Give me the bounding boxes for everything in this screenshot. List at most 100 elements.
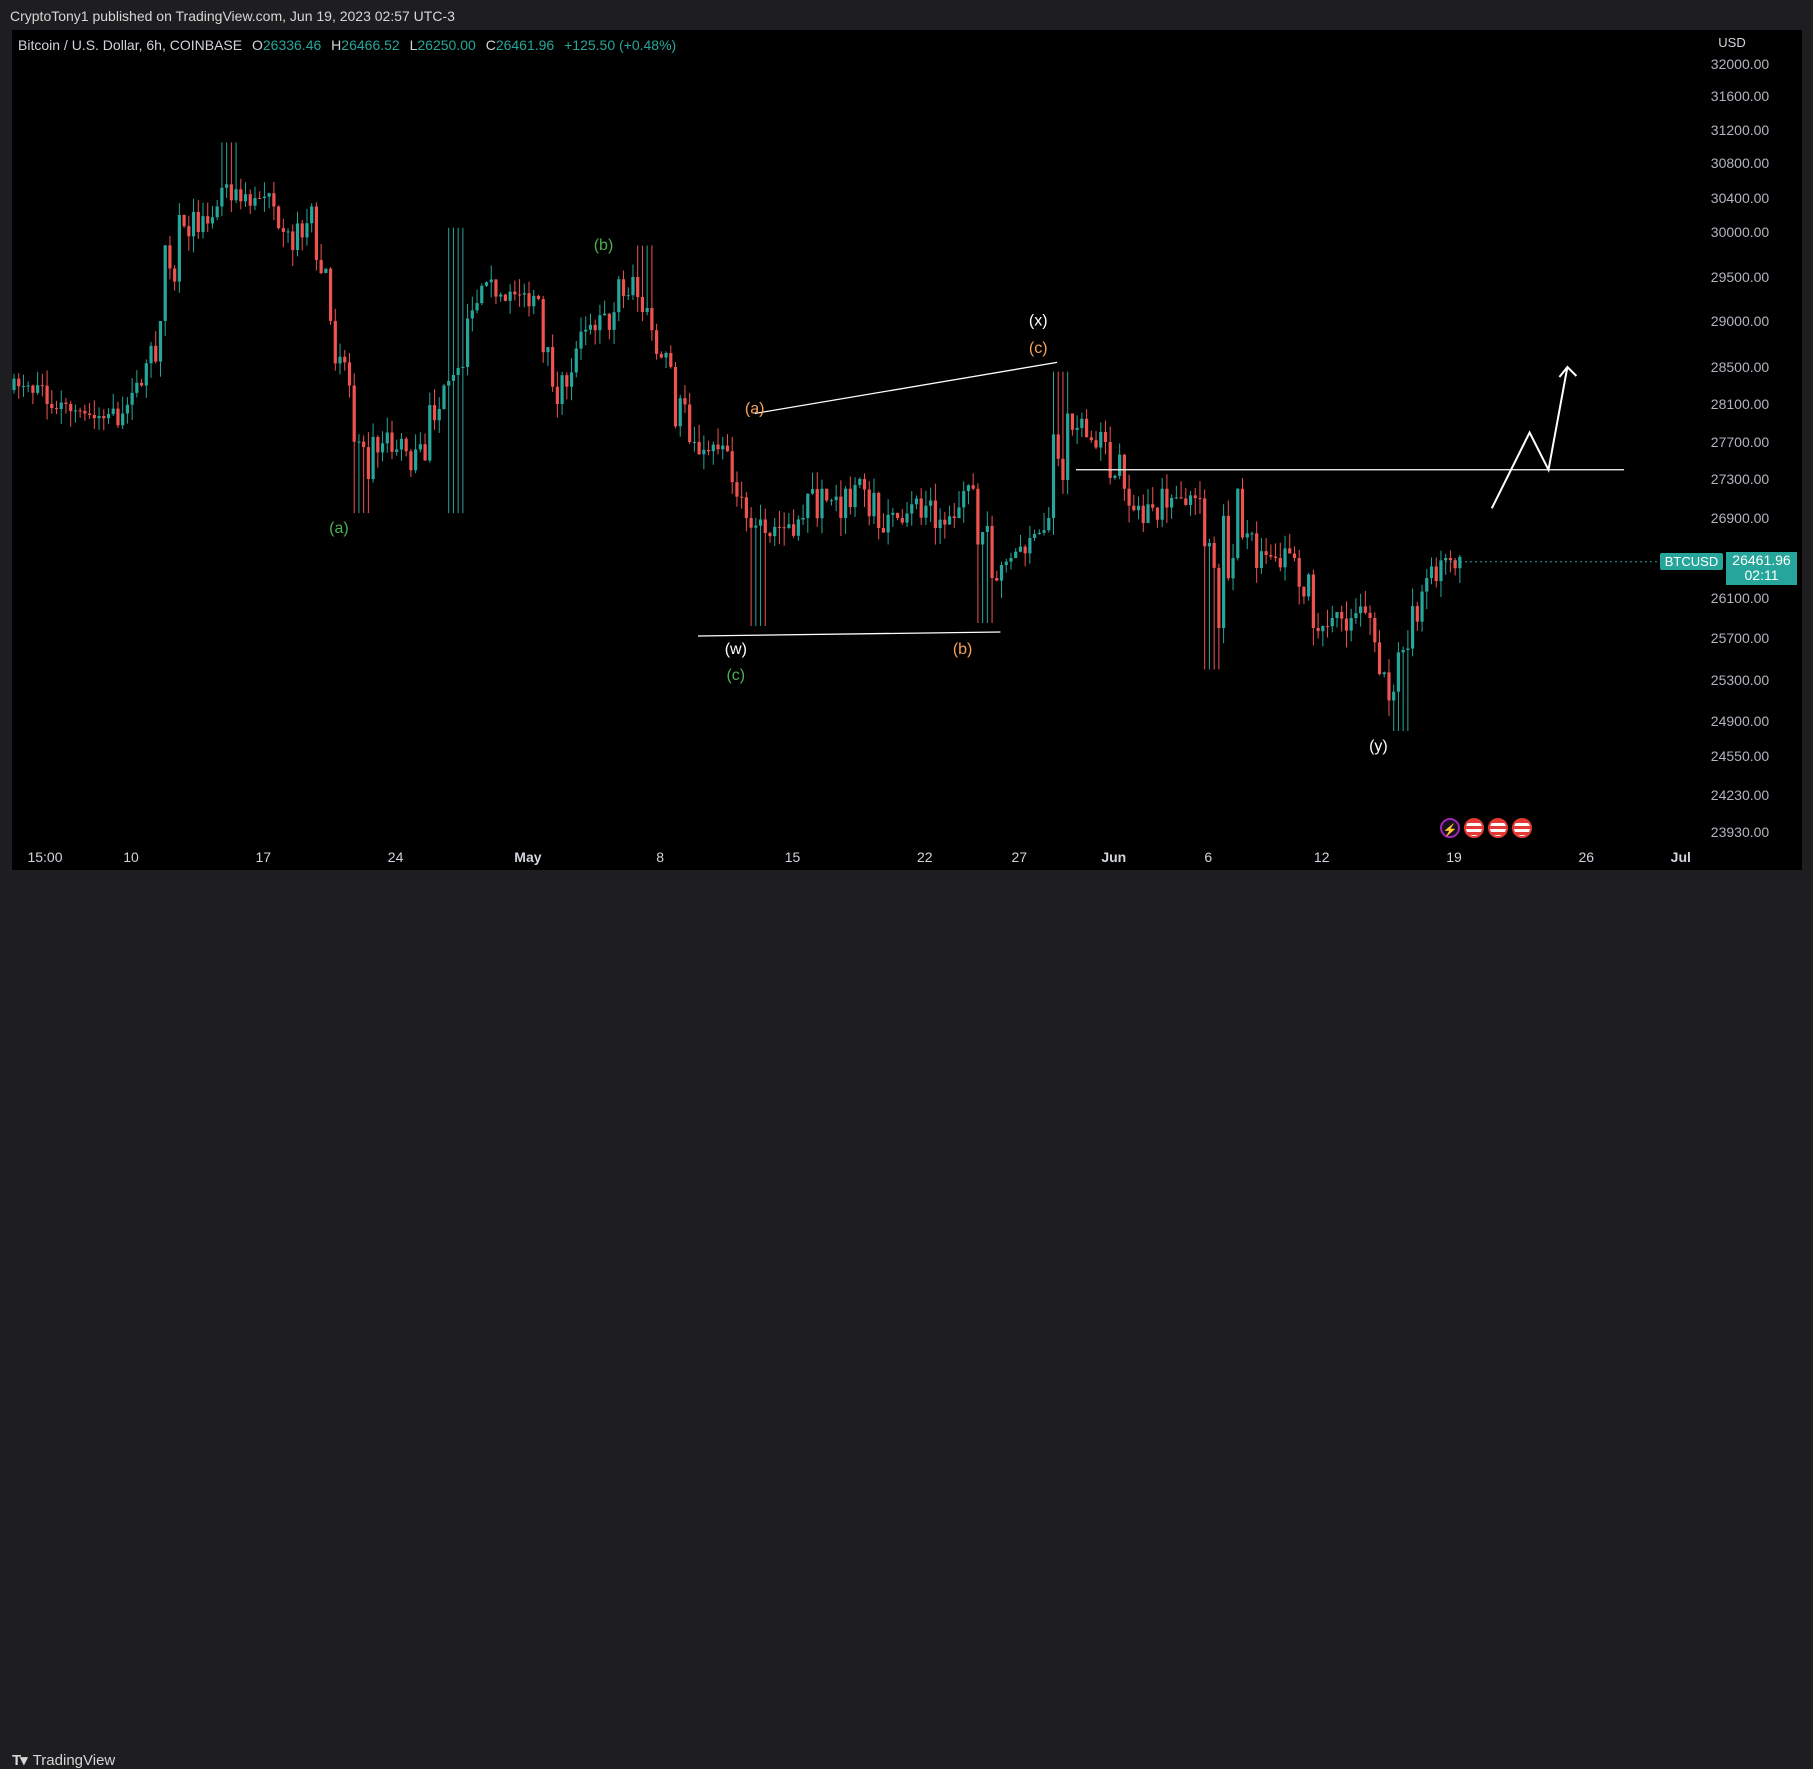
projection-path [1490, 366, 1569, 509]
price-tick-label: 30000.00 [1711, 224, 1770, 240]
candle-body [1283, 548, 1287, 568]
candle-body [1193, 495, 1197, 499]
price-tick-label: 24900.00 [1711, 713, 1770, 729]
candle-body [1051, 434, 1056, 518]
candle-body [1392, 691, 1396, 701]
candle-body [466, 318, 470, 367]
candle-body [1335, 612, 1339, 618]
wave-label-green: (b) [594, 237, 614, 254]
candle-body [1127, 488, 1131, 506]
candle-body [1439, 560, 1443, 582]
candle-body [1018, 546, 1023, 552]
time-tick-label: 24 [388, 849, 404, 865]
candle-body [97, 416, 101, 419]
candle-body [858, 479, 862, 485]
price-chart-svg[interactable]: USD 32000.00 31600.00 31200.00 30800.00 30400… [0, 0, 1813, 909]
candle-body [1037, 532, 1041, 535]
candle-body [943, 519, 947, 525]
time-tick-label: Jul [1671, 849, 1691, 865]
candle-body [933, 500, 937, 528]
projection-arrowhead [1558, 365, 1578, 378]
us-flag-icon[interactable] [1464, 818, 1484, 838]
candle-body [168, 245, 172, 269]
candle-body [787, 524, 791, 528]
tradingview-logo-icon: T▾ [12, 1752, 28, 1769]
candle-body [962, 491, 966, 508]
us-flag-icon[interactable] [1488, 818, 1508, 838]
candle-body [1047, 518, 1051, 531]
price-tick-label: 26100.00 [1711, 590, 1770, 606]
candle-body [102, 416, 106, 419]
candle-body [1023, 546, 1027, 554]
price-tick-label: 31600.00 [1711, 88, 1770, 104]
candle-body [579, 331, 583, 349]
candle-body [914, 498, 919, 505]
candle-body [281, 228, 285, 232]
tradingview-brand[interactable]: T▾ TradingView [12, 1751, 115, 1769]
candle-body [697, 441, 701, 455]
chart-area[interactable] [12, 30, 1802, 870]
candle-body [149, 345, 153, 364]
wave-label-green: (a) [329, 520, 349, 537]
candle-body [763, 519, 767, 533]
us-flag-icon[interactable] [1512, 818, 1532, 838]
candle-body [187, 226, 191, 237]
candle-body [867, 489, 871, 517]
candle-body [716, 444, 720, 450]
candle-body [631, 277, 635, 296]
candle-body [206, 216, 210, 224]
price-tick-label: 29000.00 [1711, 313, 1770, 329]
candle-body [900, 518, 904, 523]
candle-body [357, 441, 361, 443]
candle-body [253, 198, 257, 206]
lightning-icon[interactable]: ⚡ [1440, 818, 1460, 838]
symbol-legend: Bitcoin / U.S. Dollar, 6h, COINBASE O263… [18, 37, 676, 53]
candle-body [1255, 533, 1259, 568]
events-row: ⚡ [1440, 818, 1532, 838]
candle-body [536, 295, 541, 299]
candle-body [744, 497, 748, 518]
candle-body [1155, 507, 1160, 520]
candle-body [815, 489, 819, 519]
candle-body [617, 279, 621, 313]
time-tick-label: 17 [256, 849, 272, 865]
candle-body [347, 362, 352, 386]
candle-body [645, 307, 649, 313]
candle-body [593, 324, 597, 331]
candle-body [640, 296, 645, 313]
candle-body [1453, 560, 1457, 569]
candle-body [1084, 418, 1089, 438]
candle-body [773, 526, 777, 537]
candle-body [69, 404, 73, 412]
candle-body [626, 295, 630, 297]
candle-body [362, 441, 366, 448]
candle-body [683, 398, 687, 405]
candle-body [792, 524, 796, 536]
price-tick-label: 25700.00 [1711, 630, 1770, 646]
candle-body [36, 385, 40, 393]
candle-body [905, 513, 909, 523]
high-label: H [331, 37, 342, 53]
candle-body [1217, 567, 1221, 628]
candle-body [418, 444, 422, 450]
candle-body [267, 193, 271, 197]
candle-body [1136, 505, 1141, 511]
candle-body [45, 385, 49, 404]
last-price-value: 26461.96 [1732, 552, 1791, 568]
candle-body [1292, 553, 1297, 558]
candle-body [1349, 618, 1353, 631]
candle-body [1330, 618, 1334, 627]
wave-label-white: (w) [725, 641, 747, 658]
candle-body [574, 348, 578, 373]
candle-body [191, 211, 196, 237]
time-tick-label: 26 [1579, 849, 1595, 865]
candle-body [163, 245, 167, 321]
symbol-title[interactable]: Bitcoin / U.S. Dollar, 6h, COINBASE [18, 37, 243, 53]
candle-body [414, 449, 418, 471]
candle-body [371, 436, 375, 479]
price-change: +125.50 (+0.48%) [564, 37, 677, 53]
candle-body [1089, 437, 1093, 441]
candle-body [1340, 612, 1344, 619]
candle-body [598, 315, 602, 331]
time-tick-label: 15:00 [27, 849, 62, 865]
